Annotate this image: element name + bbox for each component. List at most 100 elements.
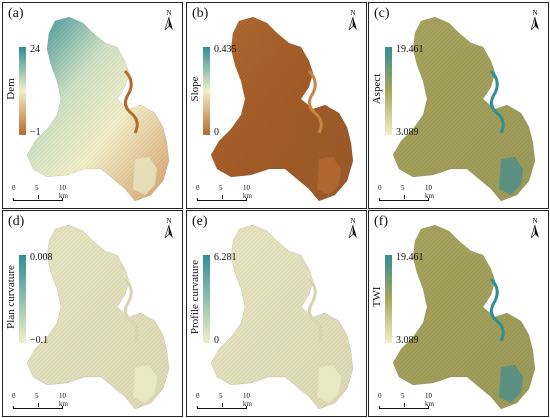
- scale-tick-5: 5: [401, 392, 405, 400]
- legend-max: 0.435: [214, 44, 237, 55]
- legend-min: 0: [214, 127, 219, 138]
- scale-tick-10: 10 km: [243, 392, 252, 408]
- legend-min: −1: [30, 127, 41, 138]
- north-label: N: [532, 9, 537, 17]
- map-panel: (d) N 0.008 −0.1 Plan curvature 0 5 10 k…: [2, 210, 183, 417]
- scale-tick-0: 0: [196, 392, 200, 400]
- scale-bar-line: [13, 195, 63, 201]
- panel-label: (b): [192, 6, 209, 21]
- river: [123, 69, 139, 134]
- map-panel: (f) N 19.461 3.089 TWI 0 5 10 km: [368, 210, 549, 417]
- scale-tick-10: 10 km: [425, 184, 434, 200]
- scale-tick-5: 5: [219, 392, 223, 400]
- land-texture: [393, 225, 535, 409]
- variable-name: Aspect: [371, 73, 383, 105]
- north-arrow-icon: N: [346, 8, 360, 32]
- scale-bar: 0 5 10 km: [196, 184, 257, 206]
- map-panel: (c) N 19.461 3.089 Aspect 0 5 10 km: [368, 2, 549, 209]
- variable-name: Profile curvature: [189, 259, 201, 335]
- river: [489, 277, 505, 342]
- north-label: N: [350, 217, 355, 225]
- scale-tick-10: 10 km: [425, 392, 434, 408]
- river: [489, 69, 505, 134]
- panel-label: (d): [8, 214, 25, 229]
- north-arrow-icon: N: [162, 216, 176, 240]
- land-texture: [211, 17, 353, 201]
- highlight-zone: [133, 157, 157, 195]
- variable-name: TWI: [371, 286, 383, 308]
- color-bar: [19, 255, 26, 343]
- scale-bar-line: [379, 403, 429, 409]
- scale-tick-5: 5: [35, 392, 39, 400]
- north-label: N: [350, 9, 355, 17]
- legend-min: 3.089: [396, 335, 419, 346]
- scale-tick-10: 10 km: [59, 184, 68, 200]
- color-bar: [203, 47, 210, 135]
- map-panel: (e) N 6.281 0 Profile curvature 0 5 10 k…: [186, 210, 367, 417]
- legend-min: 0: [214, 335, 219, 346]
- study-area-map: [26, 16, 170, 202]
- land-texture: [27, 225, 169, 409]
- scale-bar: 0 5 10 km: [12, 392, 73, 414]
- north-arrow-icon: N: [528, 216, 542, 240]
- panel-label: (c): [374, 6, 390, 21]
- variable-name: Slope: [189, 76, 201, 102]
- scale-tick-10: 10 km: [59, 392, 68, 408]
- land-texture: [393, 17, 535, 201]
- variable-name: Dem: [5, 78, 17, 100]
- land-texture: [211, 225, 353, 409]
- panel-label: (a): [8, 6, 24, 21]
- scale-tick-0: 0: [196, 184, 200, 192]
- legend-max: 19.461: [396, 44, 424, 55]
- river: [307, 69, 323, 134]
- highlight-zone: [499, 157, 523, 195]
- study-area-map: [392, 16, 536, 202]
- north-arrow-icon: N: [346, 216, 360, 240]
- scale-tick-0: 0: [378, 392, 382, 400]
- panel-label: (f): [374, 214, 388, 229]
- legend-min: 3.089: [396, 127, 419, 138]
- scale-tick-5: 5: [401, 184, 405, 192]
- variable-name: Plan curvature: [5, 265, 17, 329]
- legend-max: 0.008: [30, 252, 53, 263]
- highlight-zone: [499, 365, 523, 403]
- map-panel: (a) N 24 −1 Dem 0 5 10 km: [2, 2, 183, 209]
- land-texture: [27, 17, 169, 201]
- study-area-map: [26, 224, 170, 410]
- scale-bar-line: [197, 403, 247, 409]
- color-bar: [385, 255, 392, 343]
- color-bar: [203, 255, 210, 343]
- legend-min: −0.1: [30, 335, 49, 346]
- scale-tick-5: 5: [35, 184, 39, 192]
- scale-bar: 0 5 10 km: [12, 184, 73, 206]
- highlight-zone: [317, 365, 341, 403]
- scale-tick-0: 0: [12, 392, 16, 400]
- legend-max: 19.461: [396, 252, 424, 263]
- scale-bar-line: [379, 195, 429, 201]
- scale-bar-line: [197, 195, 247, 201]
- scale-bar: 0 5 10 km: [378, 392, 439, 414]
- study-area-map: [210, 16, 354, 202]
- north-label: N: [532, 217, 537, 225]
- north-label: N: [166, 9, 171, 17]
- study-area-map: [210, 224, 354, 410]
- legend-max: 6.281: [214, 252, 237, 263]
- scale-tick-5: 5: [219, 184, 223, 192]
- panel-label: (e): [192, 214, 208, 229]
- scale-tick-0: 0: [12, 184, 16, 192]
- north-label: N: [166, 217, 171, 225]
- color-bar: [19, 47, 26, 135]
- north-arrow-icon: N: [162, 8, 176, 32]
- river: [123, 277, 139, 342]
- map-panel: (b) N 0.435 0 Slope 0 5 10 km: [186, 2, 367, 209]
- study-area-map: [392, 224, 536, 410]
- scale-bar: 0 5 10 km: [378, 184, 439, 206]
- north-arrow-icon: N: [528, 8, 542, 32]
- legend-max: 24: [30, 44, 40, 55]
- scale-tick-10: 10 km: [243, 184, 252, 200]
- scale-bar-line: [13, 403, 63, 409]
- scale-bar: 0 5 10 km: [196, 392, 257, 414]
- scale-tick-0: 0: [378, 184, 382, 192]
- highlight-zone: [317, 157, 341, 195]
- river: [307, 277, 323, 342]
